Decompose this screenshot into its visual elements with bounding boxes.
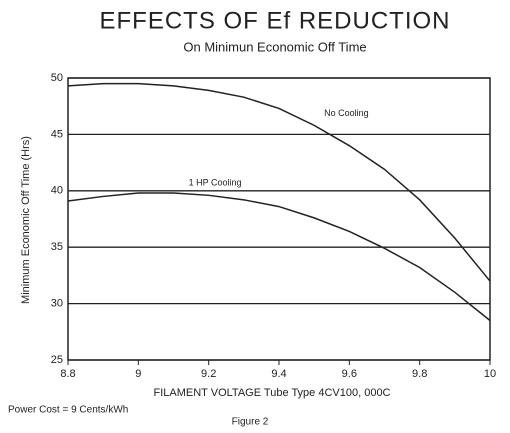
y-tick-label: 35 (51, 241, 63, 253)
x-tick-label: 9.2 (201, 368, 216, 380)
y-tick-label: 50 (51, 72, 63, 84)
x-tick-label: 9.8 (412, 368, 427, 380)
y-tick-label: 30 (51, 298, 63, 310)
y-tick-label: 40 (51, 185, 63, 197)
chart-title: EFFECTS OF Ef REDUCTION (99, 7, 450, 34)
plot-frame (67, 77, 491, 361)
chart-subtitle: On Minimun Economic Off Time (183, 39, 366, 54)
figure-label: Figure 2 (232, 417, 269, 428)
x-tick-label: 9.4 (271, 368, 286, 380)
y-tick-label: 25 (51, 354, 63, 366)
x-tick-label: 9.6 (342, 368, 357, 380)
x-tick-label: 10 (484, 368, 496, 380)
x-tick-label: 8.8 (60, 368, 75, 380)
y-tick-label: 45 (51, 128, 63, 140)
series-label: 1 HP Cooling (189, 178, 242, 188)
x-tick-label: 9 (135, 368, 141, 380)
footnote: Power Cost = 9 Cents/kWh (8, 405, 128, 416)
y-axis-label: Minimum Economic Off Time (Hrs) (20, 136, 32, 304)
series-line (67, 192, 491, 322)
series-line (67, 82, 491, 282)
series-label: No Cooling (324, 108, 369, 118)
x-axis-label: FILAMENT VOLTAGE Tube Type 4CV100, 000C (153, 387, 390, 399)
